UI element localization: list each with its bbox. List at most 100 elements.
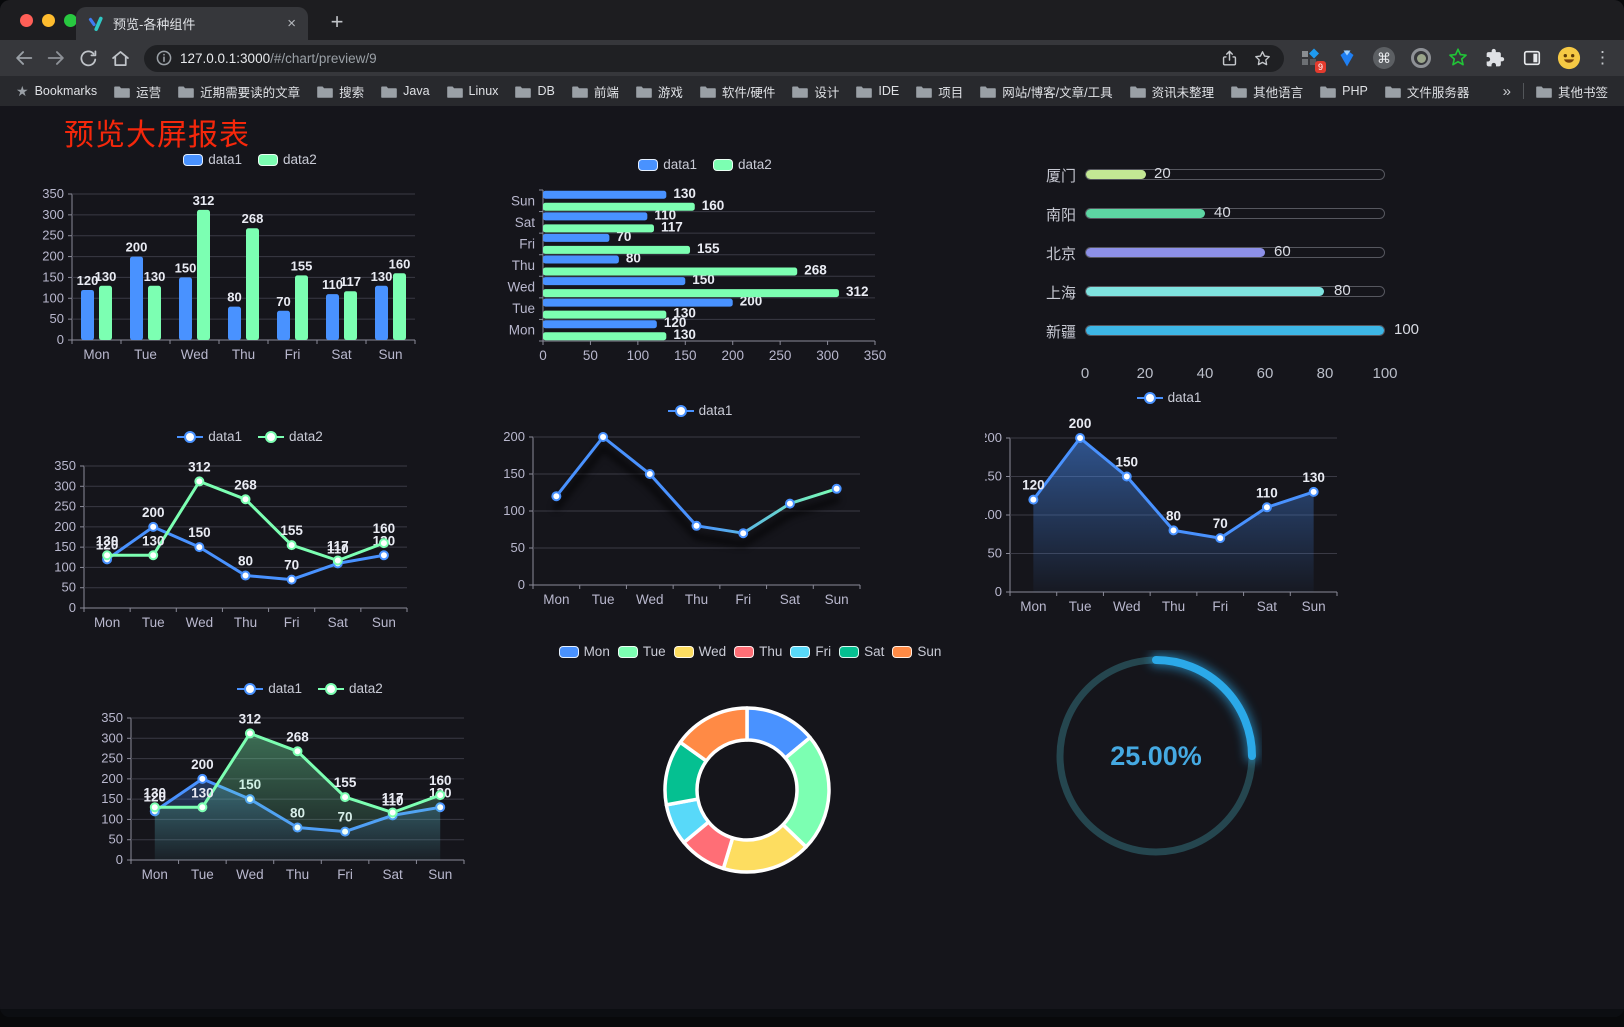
bookmark-folder[interactable]: 设计 (792, 82, 839, 101)
svg-text:50: 50 (50, 311, 64, 326)
svg-text:160: 160 (373, 521, 396, 536)
svg-text:100: 100 (985, 507, 1002, 522)
record-circle-icon[interactable] (1409, 46, 1433, 70)
legend-item-Thu[interactable]: Thu (734, 644, 782, 659)
legend-swatch-icon (734, 645, 755, 658)
svg-text:150: 150 (1116, 455, 1139, 470)
svg-text:Fri: Fri (519, 236, 535, 251)
profile-avatar[interactable] (1557, 46, 1581, 70)
legend-item-data1[interactable]: data1 (667, 403, 732, 418)
svg-text:Sat: Sat (328, 615, 349, 630)
progress-fill (1086, 287, 1325, 296)
svg-text:200: 200 (42, 249, 64, 264)
address-bar[interactable]: 127.0.0.1:3000/#/chart/preview/9 (144, 44, 1284, 72)
browser-menu-icon[interactable]: ⋮ (1594, 48, 1611, 67)
legend-item-data2[interactable]: data2 (258, 429, 323, 444)
legend-item-data1[interactable]: data1 (237, 681, 302, 696)
legend-item-data2[interactable]: data2 (258, 152, 317, 167)
bookmark-folder[interactable]: Linux (446, 84, 498, 98)
bookmark-folder-label: IDE (878, 84, 900, 98)
bookmark-folder[interactable]: DB (515, 84, 555, 98)
window-minimize-button[interactable] (42, 14, 55, 27)
progress-fill (1086, 248, 1265, 257)
puzzle-extensions-icon[interactable] (1483, 46, 1507, 70)
svg-text:300: 300 (816, 348, 839, 363)
svg-text:Mon: Mon (83, 347, 109, 362)
progress-fill (1086, 326, 1384, 335)
url-path: /#/chart/preview/9 (270, 50, 377, 66)
legend-item-Mon[interactable]: Mon (558, 644, 610, 659)
progress-row-label: 上海 (1045, 285, 1076, 302)
url-text[interactable]: 127.0.0.1:3000/#/chart/preview/9 (180, 51, 1220, 66)
legend-item-data2[interactable]: data2 (713, 157, 772, 172)
bookmark-folder[interactable]: 项目 (916, 82, 963, 101)
bookmark-folder[interactable]: 软件/硬件 (700, 82, 775, 101)
window-close-button[interactable] (20, 14, 33, 27)
tab-favicon-icon (88, 16, 104, 32)
share-icon[interactable] (1220, 49, 1239, 68)
extension-grid-icon[interactable]: 9 (1298, 46, 1326, 73)
forward-icon[interactable] (40, 43, 72, 73)
legend-item-data1[interactable]: data1 (1136, 390, 1201, 405)
legend-item-Tue[interactable]: Tue (617, 644, 666, 659)
bookmarks-manager-item[interactable]: ★ Bookmarks (16, 83, 97, 100)
browser-titlebar: 预览-各种组件 × + (0, 0, 1624, 40)
svg-text:100: 100 (54, 559, 76, 574)
legend-item-data1[interactable]: data1 (177, 429, 242, 444)
legend-line-marker-icon (258, 430, 284, 443)
command-icon[interactable]: ⌘ (1372, 46, 1396, 70)
legend-item-Wed[interactable]: Wed (673, 644, 726, 659)
bookmark-folder[interactable]: IDE (856, 84, 899, 98)
bookmarks-separator (1522, 83, 1524, 99)
bookmark-folder[interactable]: 其他语言 (1231, 82, 1303, 101)
gem-icon[interactable] (1335, 46, 1359, 70)
svg-text:Sun: Sun (378, 347, 402, 362)
svg-text:130: 130 (144, 269, 166, 284)
svg-text:160: 160 (702, 198, 725, 213)
legend-item-Sun[interactable]: Sun (892, 644, 941, 659)
legend-item-data1[interactable]: data1 (183, 152, 242, 167)
folder-icon (916, 85, 932, 98)
bookmark-folder[interactable]: 游戏 (636, 82, 683, 101)
svg-text:312: 312 (193, 193, 215, 208)
sidebar-toggle-icon[interactable] (1520, 46, 1544, 70)
bookmarks-overflow-icon[interactable]: » (1502, 82, 1511, 100)
page-title: 预览大屏报表 (64, 119, 250, 152)
svg-text:Fri: Fri (337, 867, 353, 882)
svg-text:50: 50 (109, 832, 123, 847)
bookmark-folder[interactable]: 前端 (572, 82, 619, 101)
bookmark-folder[interactable]: 搜索 (317, 82, 364, 101)
bookmark-folder[interactable]: 资讯未整理 (1129, 82, 1214, 101)
bookmarks-star-icon: ★ (16, 82, 29, 99)
folder-icon (381, 85, 397, 98)
svg-text:200: 200 (721, 348, 744, 363)
bookmark-star-icon[interactable] (1253, 49, 1272, 68)
chart-area-two-series: data1 data2 0 50 100 150 200 250 300 350 Mon Tue Wed… (100, 677, 520, 891)
svg-text:100: 100 (42, 290, 64, 305)
bookmark-folder[interactable]: PHP (1320, 84, 1368, 98)
page-info-icon[interactable] (156, 50, 172, 66)
browser-tab[interactable]: 预览-各种组件 × (76, 7, 308, 40)
window-zoom-button[interactable] (64, 14, 77, 27)
reload-icon[interactable] (72, 43, 104, 73)
legend-item-data2[interactable]: data2 (318, 681, 383, 696)
home-icon[interactable] (104, 43, 136, 73)
bookmark-folder[interactable]: 网站/博客/文章/工具 (980, 82, 1113, 101)
svg-text:120: 120 (664, 315, 687, 330)
new-tab-button[interactable]: + (330, 9, 344, 34)
tab-close-icon[interactable]: × (287, 15, 296, 32)
svg-text:50: 50 (988, 546, 1002, 561)
legend-item-data1[interactable]: data1 (638, 157, 697, 172)
bookmark-folder[interactable]: 运营 (114, 82, 161, 101)
svg-text:Sun: Sun (511, 193, 535, 208)
bookmark-folder[interactable]: 近期需要读的文章 (178, 82, 300, 101)
back-icon[interactable] (8, 43, 40, 73)
bookmark-folder[interactable]: Java (381, 84, 430, 98)
bookmark-folder[interactable]: 文件服务器 (1385, 82, 1469, 101)
svg-text:110: 110 (382, 793, 404, 808)
other-bookmarks-item[interactable]: 其他书签 (1536, 82, 1608, 101)
legend-item-Fri[interactable]: Fri (790, 644, 831, 659)
legend-item-Sat[interactable]: Sat (839, 644, 884, 659)
green-star-icon[interactable] (1446, 46, 1470, 70)
legend-swatch-icon (892, 645, 913, 658)
